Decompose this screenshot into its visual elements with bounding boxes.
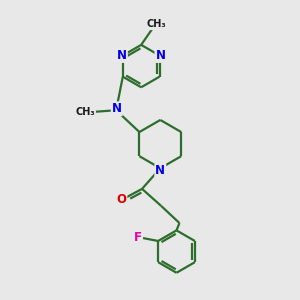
Text: N: N — [117, 49, 127, 62]
Text: CH₃: CH₃ — [146, 19, 166, 29]
Text: N: N — [155, 164, 165, 177]
Text: N: N — [155, 49, 165, 62]
Text: CH₃: CH₃ — [75, 107, 95, 117]
Text: F: F — [134, 231, 142, 244]
Text: N: N — [112, 102, 122, 115]
Text: O: O — [116, 193, 126, 206]
